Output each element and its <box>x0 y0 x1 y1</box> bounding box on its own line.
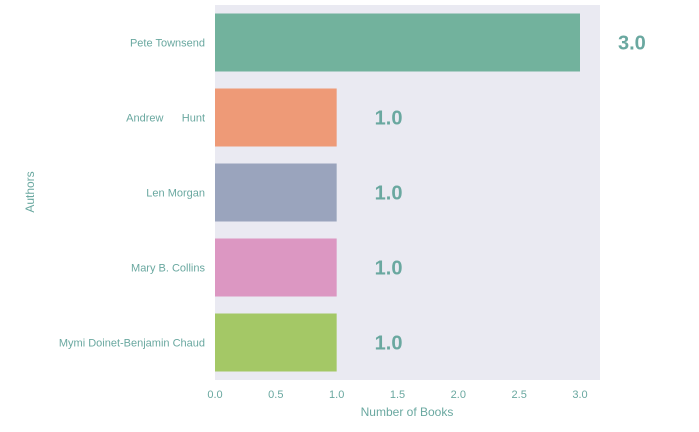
x-tick-label: 1.5 <box>390 389 405 401</box>
category-label: Andrew Hunt <box>126 113 205 125</box>
category-labels: Pete Townsend Andrew Hunt Len Morgan Mary B… <box>59 38 206 350</box>
category-label: Pete Townsend <box>130 38 205 50</box>
bar-len-morgan <box>215 163 337 222</box>
bar-mary-b-collins <box>215 238 337 297</box>
x-tick-labels: 0.0 0.5 1.0 1.5 2.0 2.5 3.0 <box>207 389 587 401</box>
bar-mymi-doinet-benjamin-chaud <box>215 313 337 372</box>
category-label: Mymi Doinet-Benjamin Chaud <box>59 338 205 350</box>
category-label: Len Morgan <box>146 188 205 200</box>
x-axis-title: Number of Books <box>361 405 454 419</box>
bar-andrew-hunt <box>215 88 337 147</box>
x-tick-label: 0.5 <box>268 389 283 401</box>
bars <box>215 13 580 372</box>
data-label: 1.0 <box>375 183 403 205</box>
data-label: 1.0 <box>375 333 403 355</box>
y-axis-title: Authors <box>23 171 37 212</box>
x-tick-label: 1.0 <box>329 389 344 401</box>
value-labels: 3.0 1.0 1.0 1.0 1.0 <box>375 33 646 355</box>
x-tick-label: 2.5 <box>512 389 527 401</box>
bar-pete-townsend <box>215 13 580 72</box>
x-tick-label: 3.0 <box>572 389 587 401</box>
x-tick-label: 2.0 <box>451 389 466 401</box>
data-label: 3.0 <box>618 33 646 55</box>
category-label: Mary B. Collins <box>131 263 205 275</box>
x-tick-label: 0.0 <box>207 389 222 401</box>
data-label: 1.0 <box>375 258 403 280</box>
data-label: 1.0 <box>375 108 403 130</box>
